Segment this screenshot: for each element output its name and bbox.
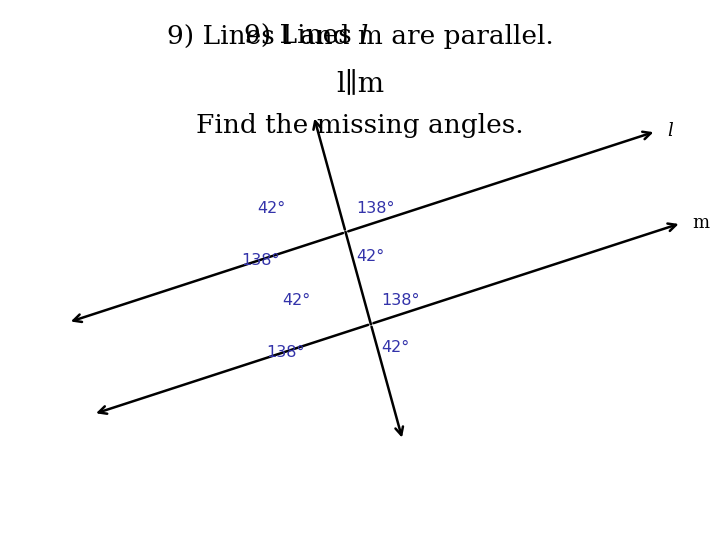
Text: Find the missing angles.: Find the missing angles. <box>196 113 524 138</box>
Text: l∥m: l∥m <box>336 70 384 97</box>
Text: 138°: 138° <box>356 201 395 216</box>
Text: l: l <box>360 24 369 49</box>
Text: l: l <box>667 122 672 140</box>
Text: 9) Lines: 9) Lines <box>244 24 360 49</box>
Text: 9) Lines l and m are parallel.: 9) Lines l and m are parallel. <box>166 24 554 49</box>
Text: 138°: 138° <box>241 253 280 268</box>
Text: 42°: 42° <box>382 340 410 355</box>
Text: m: m <box>692 214 709 232</box>
Text: 138°: 138° <box>382 293 420 308</box>
Text: 42°: 42° <box>257 201 285 216</box>
Text: 138°: 138° <box>266 345 305 360</box>
Text: 42°: 42° <box>282 293 310 308</box>
Text: 42°: 42° <box>356 248 384 264</box>
